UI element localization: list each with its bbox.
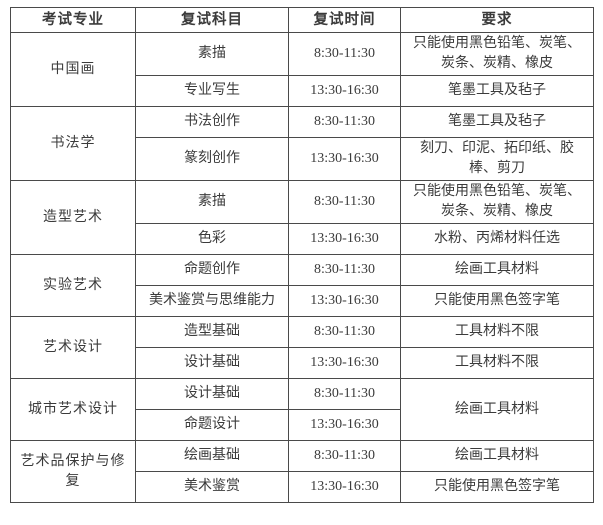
time-cell: 8:30-11:30: [288, 440, 401, 472]
major-cell: 实验艺术: [10, 254, 136, 317]
table-row: 造型艺术 素描 8:30-11:30 只能使用黑色铅笔、炭笔、炭条、炭精、橡皮: [10, 180, 594, 255]
requirement-cell-merged: 绘画工具材料: [400, 378, 594, 441]
table-row: 城市艺术设计 设计基础 8:30-11:30 绘画工具材料: [10, 378, 594, 441]
major-cell: 书法学: [10, 106, 136, 181]
exam-schedule-table: 考试专业 复试科目 复试时间 要求 中国画 素描 8:30-11:30 只能使用…: [10, 7, 594, 503]
subject-cell: 色彩: [135, 223, 289, 255]
subject-cell: 命题设计: [135, 409, 289, 441]
header-requirements: 要求: [400, 7, 594, 33]
time-cell: 13:30-16:30: [288, 409, 401, 441]
requirement-cell: 刻刀、印泥、拓印纸、胶棒、剪刀: [400, 137, 594, 181]
time-cell: 13:30-16:30: [288, 471, 401, 503]
table-row: 命题设计 13:30-16:30: [11, 409, 594, 441]
subject-cell: 命题创作: [135, 254, 289, 286]
time-cell: 13:30-16:30: [288, 223, 401, 255]
header-row: 考试专业 复试科目 复试时间 要求: [10, 7, 594, 33]
table-row: 美术鉴赏 13:30-16:30 只能使用黑色签字笔: [11, 471, 594, 503]
requirement-cell: 水粉、丙烯材料任选: [400, 223, 594, 255]
requirement-cell: 绘画工具材料: [400, 440, 594, 472]
table-row: 书法学 书法创作 8:30-11:30 笔墨工具及毡子: [10, 106, 594, 181]
subject-cell: 设计基础: [135, 347, 289, 379]
time-cell: 8:30-11:30: [288, 254, 401, 286]
major-cell: 艺术设计: [10, 316, 136, 379]
subject-cell: 素描: [135, 32, 289, 76]
requirement-cell: 工具材料不限: [400, 316, 594, 348]
requirement-cell: 笔墨工具及毡子: [400, 106, 594, 138]
header-retest-subject: 复试科目: [135, 7, 289, 33]
table-row: 艺术品保护与修复 绘画基础 8:30-11:30 绘画工具材料: [10, 440, 594, 503]
subject-cell: 绘画基础: [135, 440, 289, 472]
table-row: 中国画 素描 8:30-11:30 只能使用黑色铅笔、炭笔、炭条、炭精、橡皮: [10, 32, 594, 107]
time-cell: 8:30-11:30: [288, 180, 401, 224]
major-cell: 造型艺术: [10, 180, 136, 255]
header-exam-major: 考试专业: [10, 7, 136, 33]
time-cell: 8:30-11:30: [288, 32, 401, 76]
major-cell: 中国画: [10, 32, 136, 107]
time-cell: 13:30-16:30: [288, 285, 401, 317]
requirement-cell: 工具材料不限: [400, 347, 594, 379]
requirement-cell: 只能使用黑色签字笔: [400, 285, 594, 317]
table-row: 专业写生 13:30-16:30 笔墨工具及毡子: [11, 75, 594, 107]
time-cell: 13:30-16:30: [288, 75, 401, 107]
table-row: 篆刻创作 13:30-16:30 刻刀、印泥、拓印纸、胶棒、剪刀: [11, 137, 594, 181]
time-cell: 8:30-11:30: [288, 316, 401, 348]
subject-cell: 篆刻创作: [135, 137, 289, 181]
table-row: 美术鉴赏与思维能力 13:30-16:30 只能使用黑色签字笔: [11, 285, 594, 317]
time-cell: 8:30-11:30: [288, 378, 401, 410]
requirement-cell: 绘画工具材料: [400, 254, 594, 286]
subject-cell: 美术鉴赏: [135, 471, 289, 503]
subject-cell: 造型基础: [135, 316, 289, 348]
requirement-cell: 只能使用黑色铅笔、炭笔、炭条、炭精、橡皮: [400, 180, 594, 224]
subject-cell: 设计基础: [135, 378, 289, 410]
time-cell: 13:30-16:30: [288, 137, 401, 181]
subject-cell: 书法创作: [135, 106, 289, 138]
requirement-cell: 笔墨工具及毡子: [400, 75, 594, 107]
subject-cell: 素描: [135, 180, 289, 224]
time-cell: 13:30-16:30: [288, 347, 401, 379]
requirement-cell: 只能使用黑色签字笔: [400, 471, 594, 503]
requirement-cell: 只能使用黑色铅笔、炭笔、炭条、炭精、橡皮: [400, 32, 594, 76]
major-cell: 城市艺术设计: [10, 378, 136, 441]
header-retest-time: 复试时间: [288, 7, 401, 33]
table-row: 实验艺术 命题创作 8:30-11:30 绘画工具材料: [10, 254, 594, 317]
subject-cell: 专业写生: [135, 75, 289, 107]
time-cell: 8:30-11:30: [288, 106, 401, 138]
subject-cell: 美术鉴赏与思维能力: [135, 285, 289, 317]
table-row: 艺术设计 造型基础 8:30-11:30 工具材料不限: [10, 316, 594, 379]
major-cell: 艺术品保护与修复: [10, 440, 136, 503]
